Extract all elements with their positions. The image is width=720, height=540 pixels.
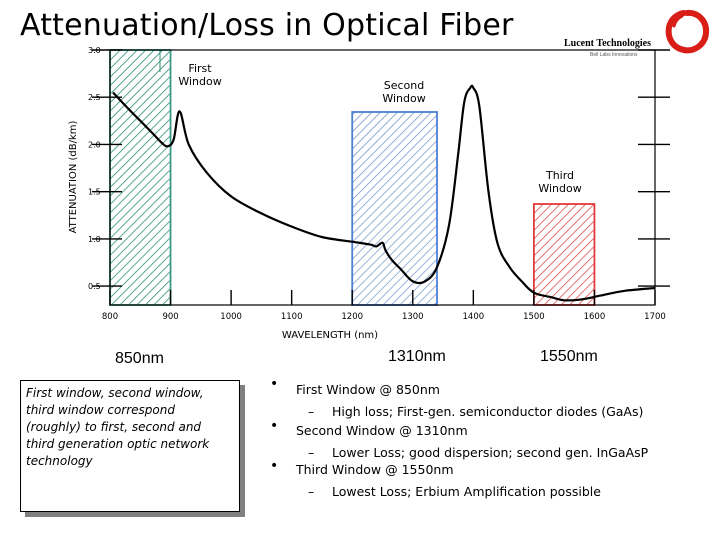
y-tick-label: 2.5 [88,93,101,102]
bullet-dash: – [308,445,315,460]
y-axis-title: ATTENUATION (dB/km) [68,121,79,234]
x-tick-label: 1700 [644,312,666,322]
window-2-label: Window [382,92,425,105]
x-tick-label: 1300 [402,312,424,322]
window-2-band [351,111,438,306]
x-tick-label: 800 [102,312,118,322]
attenuation-curve [112,84,656,302]
x-tick-label: 900 [162,312,178,322]
window-2-label: Second [384,79,424,92]
annotation-1310nm: 1310nm [388,348,446,365]
y-tick-label: 3.0 [88,46,101,55]
window-1-label: First [188,62,212,75]
annotation-1550nm: 1550nm [540,348,598,365]
company-logo: Lucent Technologies Bell Labs Innovation… [560,8,710,64]
annotation-850nm: 850nm [115,350,164,367]
window-1-band [109,49,172,306]
bullet-dot: • [270,376,279,392]
bullet-detail: Lower Loss; good dispersion; second gen.… [332,445,649,460]
bullet-dot: • [270,418,279,434]
y-tick-label: 1.0 [88,235,101,244]
logo-tagline: Bell Labs Innovations [590,52,638,58]
bullet-dash: – [308,484,315,499]
x-axis-title: WAVELENGTH (nm) [282,330,378,341]
window-3-band [532,203,596,306]
x-tick-label: 1400 [463,312,485,322]
y-tick-label: 1.5 [88,188,101,197]
y-tick-label: 2.0 [88,140,101,149]
plot-frame [109,49,656,306]
bullet-heading: Second Window @ 1310nm [296,423,468,438]
lucent-ring-icon [665,9,710,54]
bullet-dot: • [270,458,279,474]
window-3-label: Third [545,169,574,182]
caption-text: First window, second window, third windo… [26,386,210,468]
y-tick-label: 0.5 [88,282,101,291]
bullet-detail: High loss; First-gen. semiconductor diod… [332,404,644,419]
bullet-detail: Lowest Loss; Erbium Amplification possib… [332,484,601,499]
slide-title: Attenuation/Loss in Optical Fiber [20,8,514,43]
x-tick-label: 1100 [281,312,303,322]
bullet-heading: First Window @ 850nm [296,382,440,397]
bullet-dash: – [308,404,315,419]
bullet-heading: Third Window @ 1550nm [296,462,454,477]
window-1-label: Window [178,75,221,88]
x-tick-label: 1200 [341,312,363,322]
x-tick-label: 1000 [220,312,242,322]
caption-box: First window, second window, third windo… [20,380,240,512]
window-3-label: Window [538,182,581,195]
logo-name: Lucent Technologies [564,38,651,49]
x-tick-label: 1600 [584,312,606,322]
x-tick-label: 1500 [523,312,545,322]
